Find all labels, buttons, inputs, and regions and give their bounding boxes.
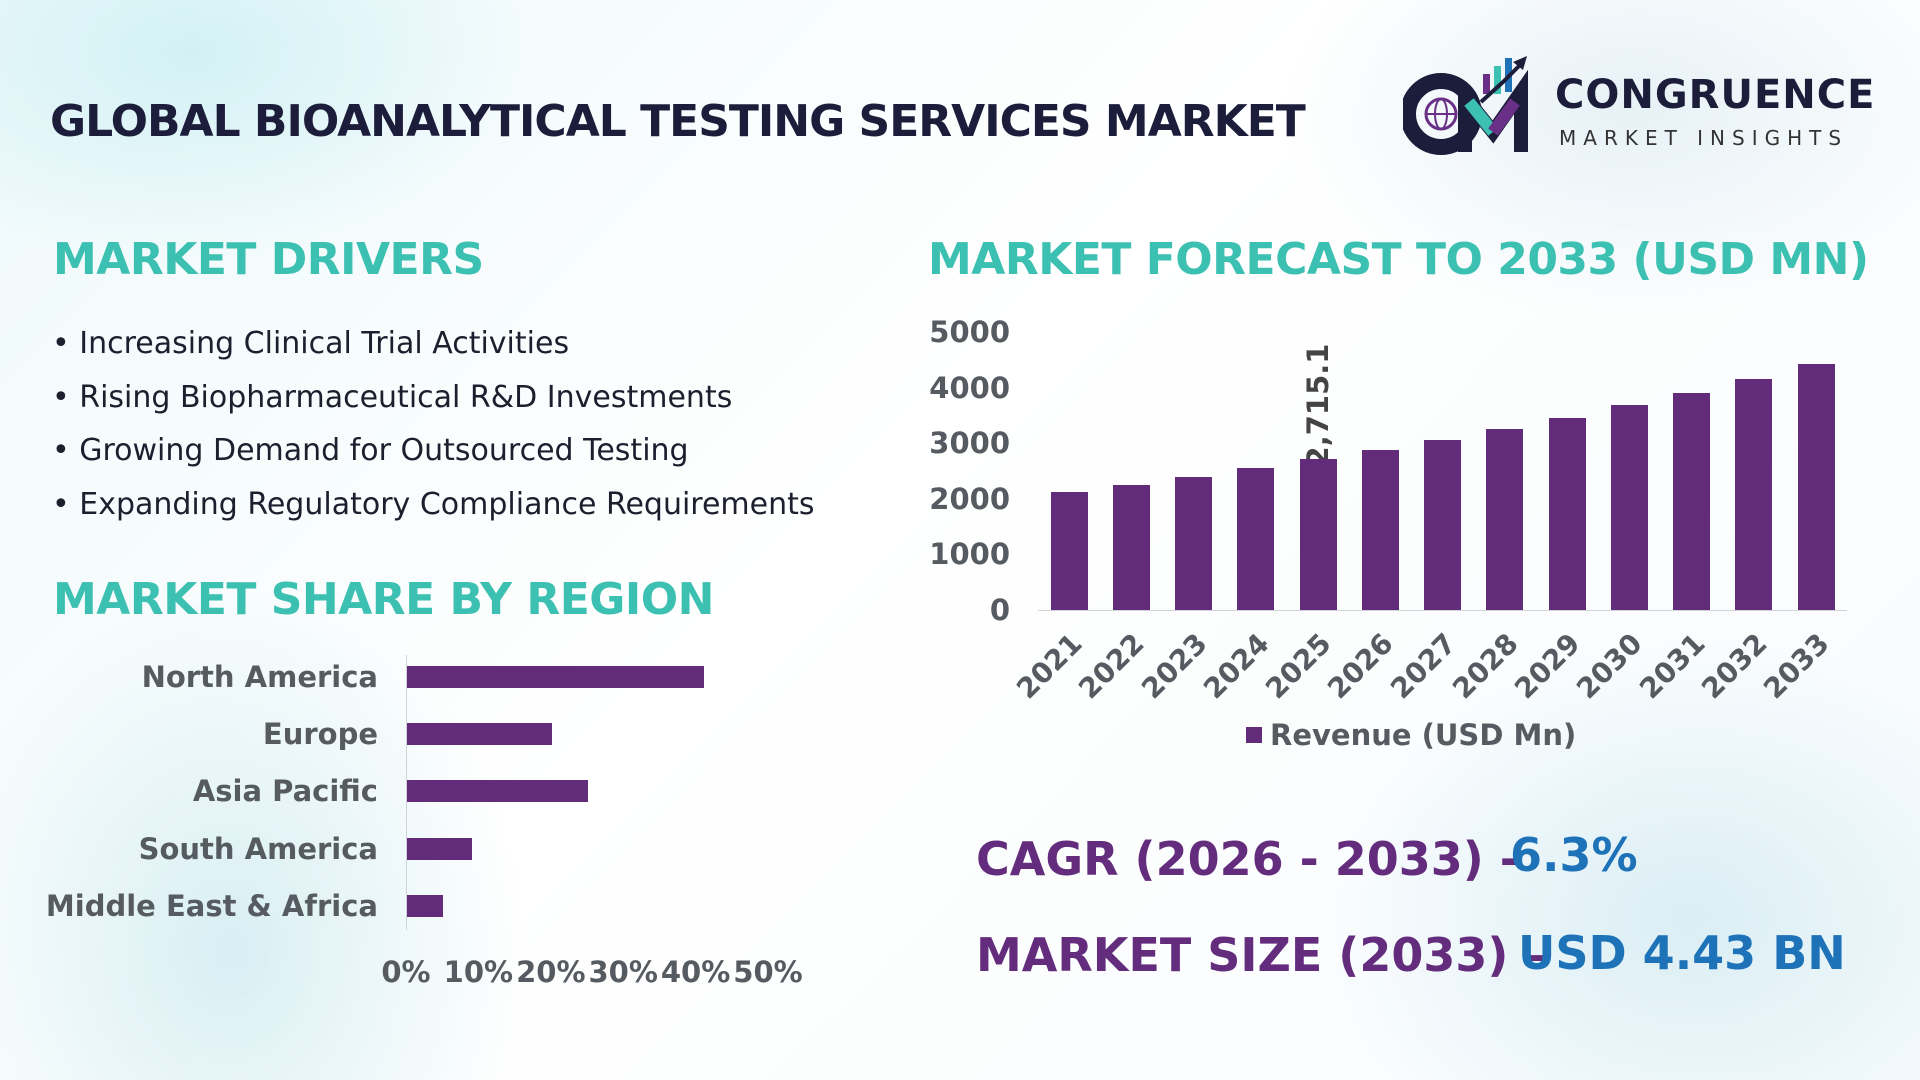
logo-tagline: MARKET INSIGHTS — [1559, 126, 1849, 150]
forecast-bar — [1175, 477, 1212, 610]
driver-item: • Increasing Clinical Trial Activities — [52, 326, 570, 361]
forecast-x-label: 2022 — [1072, 626, 1151, 706]
forecast-y-tick: 1000 — [929, 537, 1010, 572]
region-x-tick: 40% — [660, 955, 731, 989]
forecast-x-label: 2033 — [1757, 626, 1836, 706]
region-heading: MARKET SHARE BY REGION — [53, 574, 715, 625]
forecast-bar — [1548, 418, 1586, 610]
forecast-y-tick: 2000 — [929, 481, 1010, 516]
region-x-tick: 50% — [733, 955, 803, 989]
region-label: Middle East & Africa — [45, 889, 378, 923]
drivers-heading: MARKET DRIVERS — [53, 234, 484, 285]
region-bar — [407, 895, 444, 917]
market-size-value: USD 4.43 BN — [1518, 926, 1846, 980]
forecast-bar — [1299, 459, 1337, 610]
forecast-x-label: 2025 — [1259, 626, 1338, 706]
forecast-bar — [1112, 485, 1150, 610]
forecast-bar — [1486, 429, 1524, 610]
cagr-label: CAGR (2026 - 2033) - — [976, 832, 1519, 886]
forecast-bar — [1424, 440, 1461, 610]
cagr-value: 6.3% — [1510, 828, 1638, 882]
region-x-tick: 20% — [516, 955, 586, 989]
forecast-x-label: 2026 — [1321, 626, 1400, 706]
logo-name: CONGRUENCE — [1555, 72, 1876, 118]
legend-label: Revenue (USD Mn) — [1270, 718, 1577, 752]
region-bar — [407, 723, 552, 745]
driver-item: • Expanding Regulatory Compliance Requir… — [52, 487, 815, 522]
region-label: Asia Pacific — [192, 774, 378, 808]
forecast-data-label: 2,715.1 — [1301, 343, 1335, 467]
forecast-x-label: 2029 — [1508, 626, 1587, 706]
legend-swatch — [1246, 727, 1262, 743]
region-x-tick: 30% — [588, 955, 658, 989]
logo: CONGRUENCE MARKET INSIGHTS — [1403, 52, 1876, 162]
market-size-label: MARKET SIZE (2033) – — [976, 928, 1548, 982]
forecast-x-label: 2030 — [1570, 626, 1649, 706]
region-bar — [407, 780, 588, 802]
driver-text: Increasing Clinical Trial Activities — [79, 326, 570, 361]
forecast-bar — [1735, 379, 1773, 610]
forecast-bar — [1237, 468, 1275, 610]
region-x-tick: 0% — [381, 955, 431, 989]
region-label: North America — [141, 660, 378, 694]
forecast-x-label: 2021 — [1010, 626, 1089, 706]
driver-text: Growing Demand for Outsourced Testing — [79, 433, 689, 468]
forecast-axis-line — [1038, 610, 1847, 611]
region-bar — [407, 666, 704, 688]
forecast-bar — [1050, 492, 1088, 610]
forecast-x-label: 2028 — [1445, 626, 1525, 706]
forecast-bar — [1361, 450, 1399, 610]
region-x-tick: 10% — [443, 955, 514, 989]
forecast-bar — [1673, 393, 1710, 610]
page-title: GLOBAL BIOANALYTICAL TESTING SERVICES MA… — [50, 96, 1306, 147]
logo-mark-icon — [1403, 56, 1528, 155]
forecast-y-tick: 5000 — [929, 315, 1010, 349]
region-axis-line — [406, 655, 407, 930]
region-label: South America — [138, 832, 378, 866]
forecast-x-label: 2032 — [1694, 626, 1774, 706]
forecast-x-label: 2023 — [1134, 626, 1214, 706]
forecast-y-tick: 3000 — [929, 426, 1010, 461]
region-label: Europe — [262, 717, 378, 751]
forecast-x-label: 2031 — [1632, 626, 1712, 706]
forecast-bar — [1797, 363, 1835, 610]
driver-text: Expanding Regulatory Compliance Requirem… — [79, 487, 815, 522]
forecast-heading: MARKET FORECAST TO 2033 (USD MN) — [928, 234, 1869, 285]
region-bar — [407, 838, 473, 860]
forecast-x-label: 2024 — [1196, 626, 1276, 706]
driver-text: Rising Biopharmaceutical R&D Investments — [79, 380, 733, 415]
chart-legend: Revenue (USD Mn) — [1246, 718, 1576, 752]
driver-item: • Rising Biopharmaceutical R&D Investmen… — [52, 380, 733, 415]
forecast-y-tick: 0 — [989, 593, 1010, 627]
forecast-bar — [1610, 405, 1648, 610]
forecast-y-tick: 4000 — [929, 370, 1010, 405]
driver-item: • Growing Demand for Outsourced Testing — [52, 433, 689, 468]
forecast-x-label: 2027 — [1383, 626, 1463, 706]
